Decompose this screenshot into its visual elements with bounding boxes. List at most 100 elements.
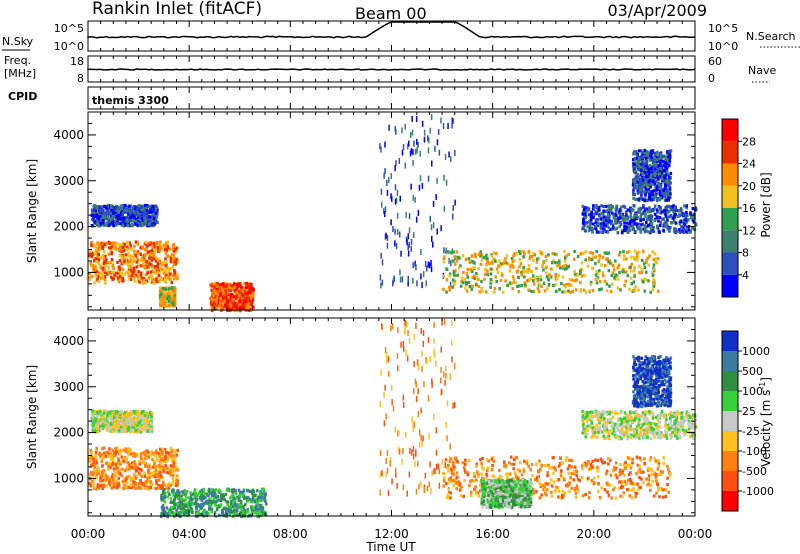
range-cell: [649, 181, 652, 185]
range-cell: [574, 288, 578, 292]
beam-label: Beam 00: [355, 4, 427, 23]
range-cell: [494, 251, 498, 256]
range-cell: [152, 212, 155, 216]
range-cell: [635, 223, 639, 227]
range-cell: [89, 484, 93, 488]
range-cell: [222, 300, 226, 304]
range-cell: [125, 247, 128, 251]
range-cell: [636, 225, 639, 229]
range-cell: [450, 251, 453, 255]
range-cell: [121, 273, 124, 277]
range-cell: [430, 114, 433, 120]
range-cell: [238, 299, 242, 303]
range-cell: [146, 265, 149, 269]
range-cell: [111, 448, 114, 452]
range-cell: [689, 216, 693, 220]
range-cell: [539, 278, 543, 282]
range-cell: [384, 141, 386, 148]
range-cell: [641, 150, 644, 155]
range-cell: [143, 471, 146, 475]
range-cell: [135, 475, 138, 479]
range-cell: [149, 480, 153, 484]
range-cell: [108, 447, 111, 451]
range-cell: [221, 285, 225, 289]
range-cell: [638, 186, 641, 190]
range-cell: [683, 218, 686, 222]
range-cell: [628, 222, 631, 226]
range-cell: [219, 291, 223, 295]
range-cell: [617, 263, 621, 267]
range-cell: [645, 229, 649, 233]
range-cell: [116, 260, 119, 264]
range-cell: [633, 193, 636, 197]
range-cell: [630, 262, 633, 266]
range-cell: [437, 128, 440, 135]
range-cell: [552, 258, 555, 263]
range-cell: [523, 252, 526, 256]
range-cell: [97, 274, 100, 278]
range-cell: [108, 272, 111, 276]
range-cell: [527, 264, 531, 268]
range-cell: [94, 208, 98, 212]
range-cell: [652, 158, 655, 162]
range-cell: [527, 288, 530, 292]
range-cell: [627, 225, 630, 229]
range-cell: [139, 258, 143, 263]
range-cell: [473, 274, 476, 278]
range-cell: [103, 479, 107, 483]
range-cell: [421, 182, 424, 189]
range-cell: [448, 151, 450, 158]
range-cell: [562, 283, 566, 287]
range-cell: [673, 215, 676, 219]
range-cell: [180, 501, 184, 505]
range-cell: [532, 274, 535, 278]
range-cell: [214, 500, 217, 504]
range-cell: [151, 426, 154, 430]
range-cell: [133, 279, 137, 283]
range-cell: [99, 424, 102, 429]
range-cell: [110, 275, 113, 279]
range-cell: [155, 486, 158, 491]
range-cell: [436, 139, 439, 146]
range-cell: [111, 425, 115, 429]
range-cell: [431, 160, 433, 167]
range-cell: [470, 287, 473, 291]
range-cell: [527, 250, 531, 254]
range-cell: [216, 284, 219, 288]
range-cell: [122, 249, 126, 253]
range-cell: [251, 289, 255, 293]
range-cell: [645, 159, 649, 163]
range-cell: [622, 204, 626, 208]
range-cell: [540, 284, 543, 288]
range-cell: [661, 155, 665, 159]
range-cell: [122, 415, 126, 419]
range-cell: [93, 477, 96, 481]
range-cell: [662, 224, 665, 228]
range-cell: [561, 265, 565, 269]
range-cell: [241, 306, 245, 310]
range-cell: [118, 469, 122, 473]
range-cell: [396, 212, 399, 219]
range-cell: [636, 180, 639, 184]
range-cell: [101, 213, 104, 217]
range-cell: [563, 256, 567, 260]
range-cell: [607, 208, 610, 212]
range-cell: [394, 198, 397, 205]
range-cell: [602, 219, 606, 223]
range-cell: [643, 265, 647, 269]
range-cell: [148, 410, 152, 414]
range-cell: [125, 418, 128, 422]
range-cell: [172, 464, 175, 468]
range-cell: [164, 244, 168, 248]
range-cell: [416, 138, 418, 145]
range-cell: [544, 254, 548, 259]
range-cell: [117, 211, 120, 215]
range-cell: [465, 289, 469, 293]
range-cell: [132, 451, 135, 456]
range-cell: [511, 275, 515, 279]
range-cell: [170, 459, 174, 463]
range-cell: [539, 274, 542, 278]
date-label: 03/Apr/2009: [607, 1, 707, 20]
range-cell: [134, 213, 138, 217]
range-cell: [667, 154, 670, 158]
